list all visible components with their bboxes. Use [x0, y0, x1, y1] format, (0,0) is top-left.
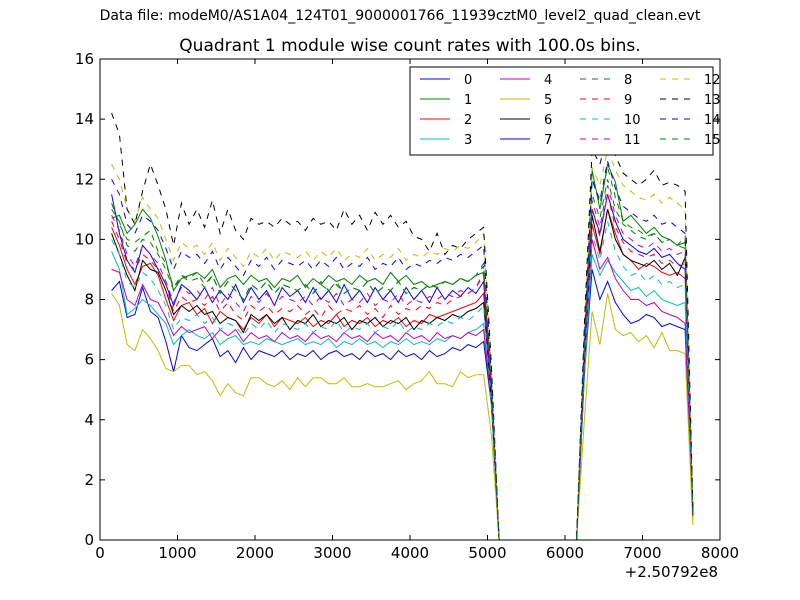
legend-label-0: 0	[464, 73, 472, 88]
legend-label-10: 10	[624, 113, 641, 128]
legend-label-7: 7	[544, 133, 552, 148]
series-line-10	[111, 221, 694, 541]
y-tick-label: 6	[84, 351, 94, 369]
x-offset-label: +2.50792e8	[625, 563, 718, 581]
x-tick-label: 0	[95, 544, 105, 562]
y-tick-label: 2	[84, 471, 94, 489]
x-tick-label: 8000	[701, 544, 739, 562]
y-tick-label: 16	[75, 50, 94, 68]
x-tick-label: 1000	[158, 544, 196, 562]
series-line-5	[111, 293, 694, 541]
legend-label-14: 14	[704, 113, 721, 128]
legend-label-1: 1	[464, 93, 472, 108]
legend-label-11: 11	[624, 133, 641, 148]
series-line-0	[111, 269, 694, 541]
legend-label-6: 6	[544, 113, 552, 128]
series-line-9	[111, 194, 694, 541]
x-tick-label: 4000	[391, 544, 429, 562]
figure-suptitle: Data file: modeM0/AS1A04_124T01_90000017…	[99, 8, 701, 24]
legend-label-4: 4	[544, 73, 552, 88]
series-line-4	[111, 239, 694, 541]
series-line-7	[111, 194, 694, 541]
legend-label-8: 8	[624, 73, 632, 88]
axes-layer: 0 1000 2000 3000 4000 5000 6000 7000 80000246810…	[75, 50, 739, 562]
series-line-6	[111, 209, 694, 541]
legend-label-5: 5	[544, 93, 552, 108]
series-line-1	[111, 162, 694, 541]
legend-label-2: 2	[464, 113, 472, 128]
y-tick-label: 10	[75, 230, 94, 248]
y-tick-label: 12	[75, 170, 94, 188]
series-line-3	[111, 251, 694, 541]
series-line-2	[111, 209, 694, 541]
legend-label-13: 13	[704, 93, 721, 108]
legend-label-12: 12	[704, 73, 721, 88]
chart-title: Quadrant 1 module wise count rates with …	[179, 36, 641, 56]
y-tick-label: 4	[84, 411, 94, 429]
y-tick-label: 14	[75, 110, 94, 128]
x-tick-label: 3000	[313, 544, 351, 562]
legend-label-3: 3	[464, 133, 472, 148]
series-line-14	[111, 161, 694, 541]
y-tick-label: 8	[84, 291, 94, 309]
series-line-8	[111, 167, 694, 541]
y-tick-label: 0	[84, 531, 94, 549]
x-tick-label: 7000	[623, 544, 661, 562]
series-line-12	[111, 147, 694, 541]
legend-box	[409, 66, 714, 156]
series-layer	[111, 112, 694, 541]
x-tick-label: 6000	[546, 544, 584, 562]
x-tick-label: 5000	[468, 544, 506, 562]
series-line-11	[111, 185, 694, 541]
legend-label-9: 9	[624, 93, 632, 108]
x-tick-label: 2000	[236, 544, 274, 562]
legend-label-15: 15	[704, 133, 721, 148]
series-line-13	[111, 112, 694, 541]
